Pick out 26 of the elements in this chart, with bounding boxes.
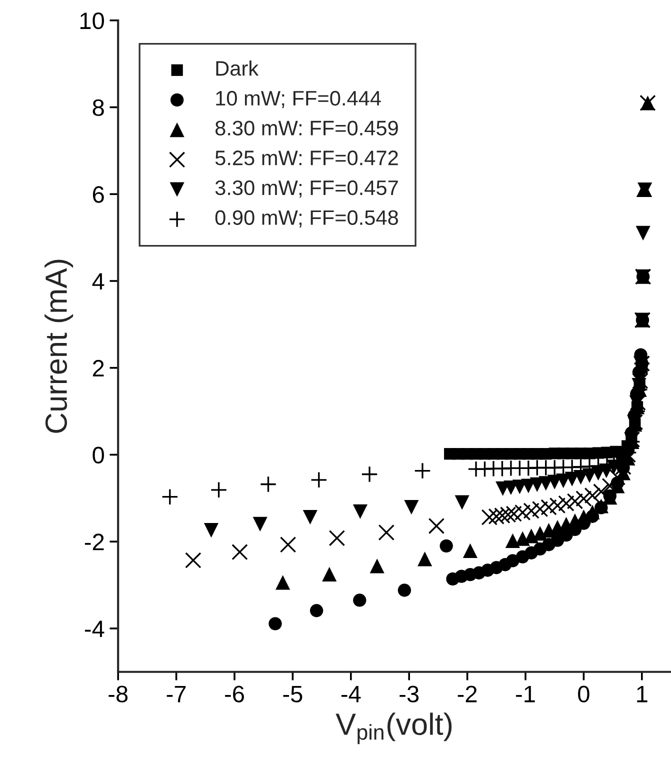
x-tick-label: -1 [516, 686, 535, 702]
x-tick-label: -8 [108, 686, 128, 702]
legend-label: 5.25 mW: FF=0.472 [215, 150, 398, 166]
x-tick-label: -7 [166, 686, 186, 702]
y-tick-label: 0 [92, 446, 104, 464]
y-tick-label: -4 [84, 620, 104, 638]
x-tick-label: -5 [283, 686, 302, 702]
legend-label: Dark [216, 60, 259, 76]
x-tick-label: -4 [341, 686, 361, 702]
legend-label: 10 mW; FF=0.444 [216, 90, 381, 108]
y-tick-label: 8 [92, 99, 104, 116]
x-tick-label: 1 [637, 686, 648, 702]
y-tick-label: -2 [84, 534, 104, 550]
y-tick-label: 10 [80, 12, 104, 30]
x-axis-title: V$_{pin}$(volt) [336, 712, 452, 744]
y-tick-label: 2 [92, 360, 104, 376]
legend-label: 8.30 mW: FF=0.459 [215, 120, 398, 136]
legend-label: 0.90 mW; FF=0.548 [215, 210, 398, 228]
y-tick-label: 6 [92, 186, 104, 203]
legend-label: 3.30 mW; FF=0.457 [215, 180, 398, 198]
y-tick-label: 4 [92, 273, 104, 290]
x-tick-label: -2 [458, 686, 477, 702]
x-tick-label: 0 [578, 686, 590, 702]
y-axis-title: Current (mA) [44, 260, 74, 433]
x-tick-label: -6 [225, 686, 244, 702]
x-tick-label: -3 [400, 686, 419, 702]
